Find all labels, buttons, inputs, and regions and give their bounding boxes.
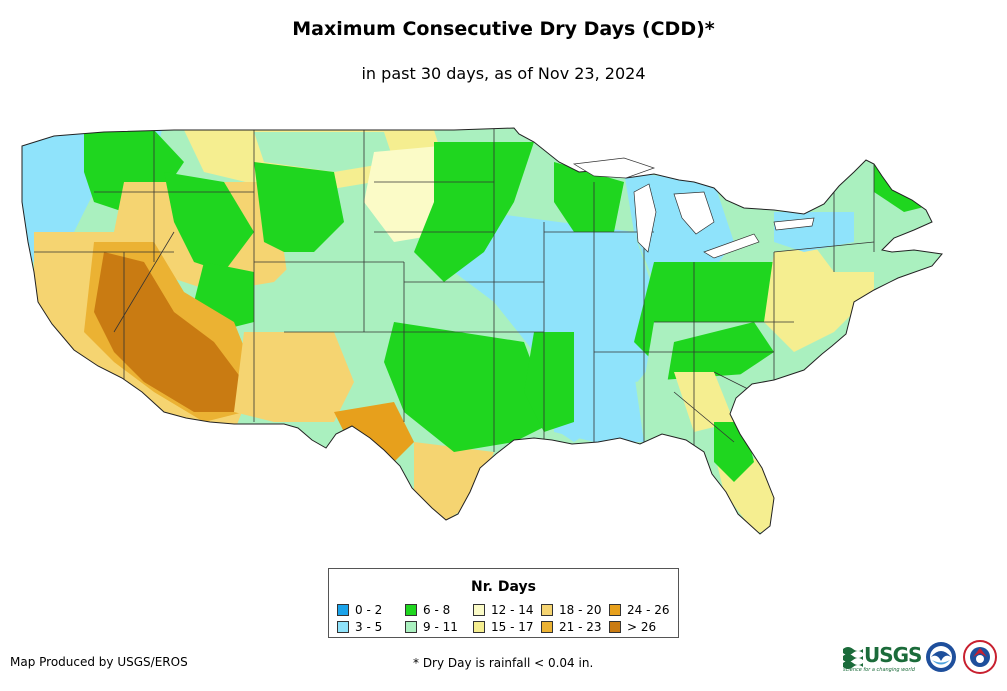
legend-item: 3 - 5 — [337, 620, 382, 634]
region-delta-blue — [554, 372, 644, 442]
region-south-plains-green — [384, 322, 554, 452]
region-louisiana-green — [524, 332, 574, 432]
legend-item: > 26 — [609, 620, 656, 634]
lake-erie — [703, 233, 760, 259]
legend-swatch — [337, 604, 349, 616]
region-colorado-mint — [284, 252, 414, 332]
lake-michigan — [633, 183, 657, 253]
conus-map — [14, 122, 984, 542]
legend-label: 3 - 5 — [355, 620, 383, 634]
legend-swatch — [541, 621, 553, 633]
legend-swatch — [473, 604, 485, 616]
legend-swatch — [405, 604, 417, 616]
legend-item: 9 - 11 — [405, 620, 458, 634]
lake-superior — [572, 157, 656, 179]
legend-item: 21 - 23 — [541, 620, 602, 634]
legend-item: 24 - 26 — [609, 603, 670, 617]
legend-label: 0 - 2 — [355, 603, 383, 617]
legend-swatch — [609, 604, 621, 616]
legend-label: 15 - 17 — [491, 620, 534, 634]
legend-item: 12 - 14 — [473, 603, 534, 617]
legend-item: 0 - 2 — [337, 603, 382, 617]
legend-swatch — [405, 621, 417, 633]
map-credit: Map Produced by USGS/EROS — [10, 655, 188, 669]
usgs-logo-icon: USGS science for a changing world — [843, 643, 922, 673]
region-sw-brown — [94, 252, 244, 412]
map-subtitle: in past 30 days, as of Nov 23, 2024 — [361, 64, 646, 83]
lake-ontario — [773, 217, 815, 231]
legend-item: 15 - 17 — [473, 620, 534, 634]
legend-label: 6 - 8 — [423, 603, 451, 617]
legend-label: > 26 — [627, 620, 657, 634]
nws-logo-icon — [963, 640, 997, 674]
region-texas-west-orange — [334, 402, 414, 472]
cdd-regions — [22, 128, 942, 532]
region-texas-south — [414, 442, 494, 522]
legend-grid: 0 - 2 3 - 5 6 - 8 9 - 11 12 - 14 15 - 17 18 - … — [337, 603, 677, 635]
region-wyoming-green — [254, 162, 344, 262]
legend-label: 24 - 26 — [627, 603, 670, 617]
legend-item: 18 - 20 — [541, 603, 602, 617]
legend-label: 12 - 14 — [491, 603, 534, 617]
legend-label: 18 - 20 — [559, 603, 602, 617]
legend-label: 9 - 11 — [423, 620, 458, 634]
legend-swatch — [473, 621, 485, 633]
lake-huron — [673, 191, 715, 235]
legend-swatch — [337, 621, 349, 633]
region-montana-mint — [254, 132, 394, 172]
us-outline — [21, 127, 943, 535]
region-greatlakes-green — [554, 162, 624, 232]
legend-label: 21 - 23 — [559, 620, 602, 634]
legend-title: Nr. Days — [471, 579, 536, 595]
region-georgia-yellow — [674, 372, 734, 432]
legend-item: 6 - 8 — [405, 603, 450, 617]
legend-box: Nr. Days 0 - 2 3 - 5 6 - 8 9 - 11 12 - 14 15 … — [328, 568, 679, 638]
usgs-wave-icon — [843, 647, 863, 669]
region-new-mexico — [234, 332, 354, 422]
region-rockies-green — [164, 172, 254, 272]
legend-swatch — [541, 604, 553, 616]
legend-swatch — [609, 621, 621, 633]
map-title: Maximum Consecutive Dry Days (CDD)* — [292, 18, 715, 40]
noaa-logo-icon — [926, 642, 956, 672]
dry-day-footnote: * Dry Day is rainfall < 0.04 in. — [413, 656, 594, 670]
usgs-tagline: science for a changing world — [843, 667, 915, 673]
region-dakota-green — [414, 142, 534, 282]
usgs-wordmark: USGS — [864, 643, 922, 667]
